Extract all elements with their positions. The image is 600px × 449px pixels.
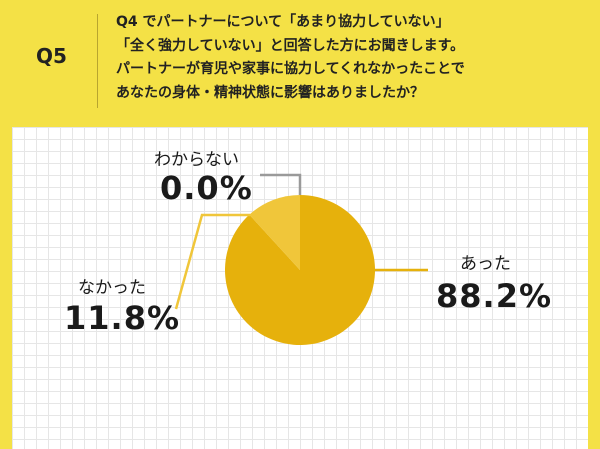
question-line: Q4 でパートナーについて「あまり協力していない」 <box>116 14 450 30</box>
question-line: あなたの身体・精神状態に影響はありましたか？ <box>116 84 424 101</box>
slice-label-yes-name: あった <box>460 254 511 274</box>
question-line: 「全く強力していない」と回答した方にお聞きします。 <box>116 37 465 54</box>
pie-slice-no <box>249 195 300 270</box>
slice-label-no-value: 11.8% <box>64 299 181 337</box>
leader-line-no <box>174 213 250 310</box>
slice-label-unknown-value: 0.0% <box>160 169 253 207</box>
chart-panel: わからない 0.0% なかった 11.8% あった 88.2% <box>12 127 588 449</box>
slice-label-yes-value: 88.2% <box>436 277 553 315</box>
header-divider <box>97 14 98 108</box>
slice-label-no-name: なかった <box>78 278 146 298</box>
question-line: パートナーが育児や家事に協力してくれなかったことで <box>116 61 465 77</box>
slice-label-unknown-name: わからない <box>154 150 239 170</box>
question-number: Q5 <box>36 44 67 68</box>
leader-line-unknown <box>260 173 302 195</box>
pie-chart <box>174 173 428 345</box>
question-header: Q5 Q4 でパートナーについて「あまり協力していない」 「全く強力していない」… <box>0 0 600 118</box>
question-text: Q4 でパートナーについて「あまり協力していない」 「全く強力していない」と回答… <box>116 11 586 105</box>
